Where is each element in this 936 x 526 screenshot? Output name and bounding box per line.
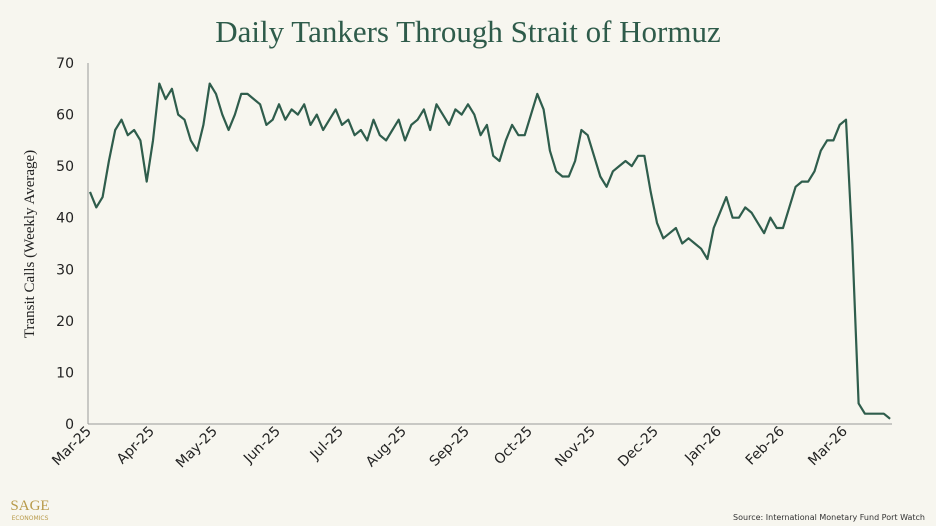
y-tick-label: 40: [56, 211, 74, 227]
y-tick-label: 0: [65, 417, 74, 433]
source: Source: International Monetary Fund Port…: [733, 513, 925, 522]
y-tick-label: 10: [56, 365, 74, 381]
line: [88, 82, 891, 420]
y-tick-label: 60: [56, 108, 74, 124]
y-tick-label: 20: [56, 314, 74, 330]
y-tick-label: 70: [56, 56, 74, 72]
brand: SAGE: [10, 498, 49, 514]
chart-title: Daily Tankers Through Strait of Hormuz: [215, 14, 721, 49]
y-axis-label: Transit Calls (Weekly Average): [22, 150, 38, 338]
y-tick-label: 30: [56, 262, 74, 278]
brand-sub: ECONOMICS: [12, 515, 49, 522]
y-tick-label: 50: [56, 159, 74, 175]
